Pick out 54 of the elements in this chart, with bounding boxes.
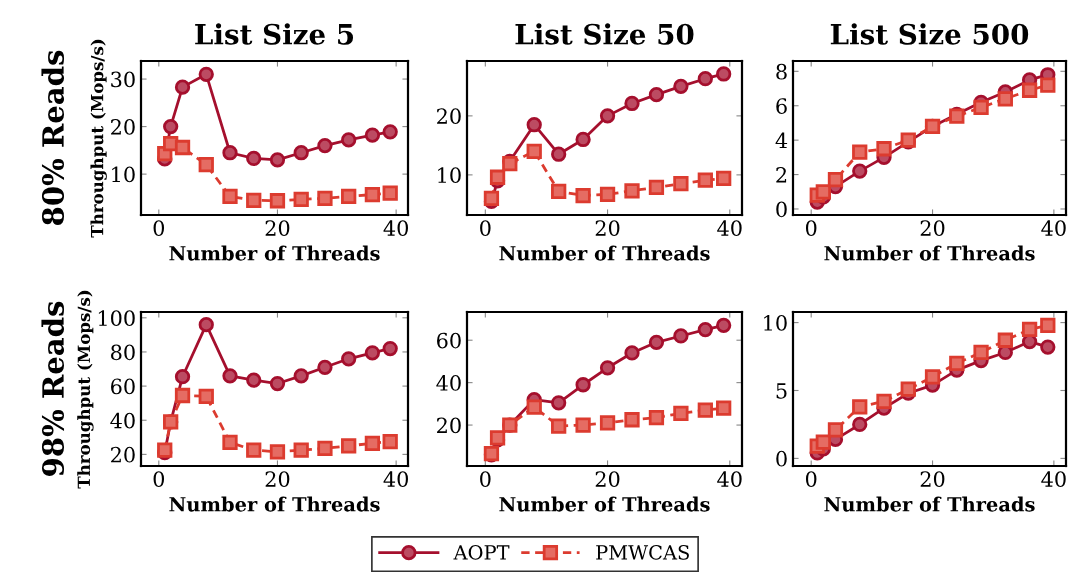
text: 98% Reads [41,301,65,476]
x-tick-label: 0 [805,220,817,236]
x-tick-label: 20 [920,471,945,487]
x-tick-label: 40 [717,471,742,487]
y-tick-label: 20 [437,417,461,434]
text: 80% Reads [41,50,65,225]
x-axis-title: Number of Threads [499,496,710,512]
x-tick-label: 0 [153,471,165,487]
x-tick-label: 20 [595,471,620,487]
x-axis-title: Number of Threads [824,496,1035,512]
y-tick-label: 20 [437,108,461,125]
legend-label: AOPT [453,545,510,560]
y-tick-label: 6 [776,98,787,114]
y-tick-label: 10 [438,167,461,184]
y-tick-label: 40 [436,375,461,391]
y-axis-title: Throughput (Mops/s) [90,39,107,238]
x-tick-label: 20 [265,471,290,487]
chart-title: List Size 500 [830,23,1029,45]
x-axis-title: Number of Threads [499,245,710,261]
y-tick-label: 0 [776,201,787,218]
x-tick-label: 40 [717,220,742,236]
y-tick-label: 4 [775,132,788,149]
y-tick-label: 60 [437,332,461,349]
chart-title: List Size 5 [195,23,354,45]
y-tick-label: 5 [776,383,787,399]
x-tick-label: 0 [480,471,491,487]
y-tick-label: 10 [764,315,787,331]
x-tick-label: 0 [480,220,491,236]
x-tick-label: 20 [595,220,620,236]
y-tick-label: 20 [111,119,135,135]
y-tick-label: 80 [111,344,135,361]
x-tick-label: 20 [265,220,290,236]
x-tick-label: 40 [1041,220,1066,236]
y-tick-label: 0 [776,450,787,467]
x-tick-label: 40 [1041,471,1066,487]
y-tick-label: 2 [776,167,787,183]
y-axis-title: Throughput (Mops/s) [77,290,94,489]
y-tick-label: 10 [112,166,135,183]
y-tick-label: 20 [111,446,135,463]
chart-title: List Size 50 [515,23,694,45]
x-tick-label: 40 [383,471,408,487]
y-tick-label: 8 [776,63,787,80]
legend-label: PMWCAS [596,545,689,560]
y-tick-label: 100 [98,310,135,327]
y-tick-label: 40 [110,412,135,429]
x-axis-title: Number of Threads [824,245,1035,261]
x-tick-label: 0 [153,220,165,236]
y-tick-label: 60 [111,378,135,395]
y-tick-label: 30 [111,71,135,88]
x-axis-title: Number of Threads [169,245,380,261]
x-tick-label: 40 [383,220,408,236]
x-axis-title: Number of Threads [169,496,380,512]
x-tick-label: 0 [805,471,817,487]
x-tick-label: 20 [920,220,945,236]
